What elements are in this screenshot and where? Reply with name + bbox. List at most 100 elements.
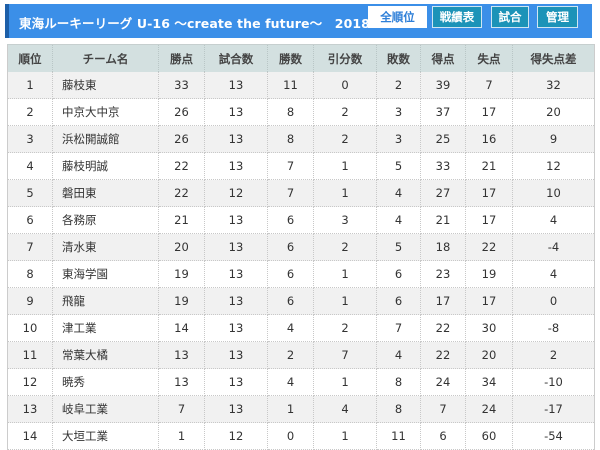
cell-goal-diff: 2 — [512, 341, 595, 369]
cell-goal-diff: 10 — [512, 179, 595, 207]
col-goal-diff: 得失点差 — [512, 44, 595, 72]
table-row: 14 大垣工業 1 12 0 1 11 6 60 -54 — [7, 422, 595, 450]
cell-rank: 9 — [7, 287, 53, 315]
cell-draws: 1 — [313, 422, 377, 450]
table-row: 12 暁秀 13 13 4 1 8 24 34 -10 — [7, 368, 595, 396]
cell-rank: 10 — [7, 314, 53, 342]
table-row: 9 飛龍 19 13 6 1 6 17 17 0 — [7, 287, 595, 315]
cell-points: 22 — [158, 179, 205, 207]
cell-points: 13 — [158, 341, 205, 369]
cell-team-name: 飛龍 — [52, 287, 159, 315]
table-row: 5 磐田東 22 12 7 1 4 27 17 10 — [7, 179, 595, 207]
table-row: 3 浜松開誠館 26 13 8 2 3 25 16 9 — [7, 125, 595, 153]
col-wins: 勝数 — [267, 44, 314, 72]
cell-losses: 4 — [376, 341, 421, 369]
nav-matches-button[interactable]: 試合 — [491, 6, 529, 28]
cell-games: 13 — [204, 206, 268, 234]
cell-goals-against: 22 — [465, 233, 513, 261]
cell-games: 12 — [204, 179, 268, 207]
col-points: 勝点 — [158, 44, 205, 72]
cell-goal-diff: 4 — [512, 206, 595, 234]
cell-goals-against: 60 — [465, 422, 513, 450]
table-row: 1 藤枝東 33 13 11 0 2 39 7 32 — [7, 72, 595, 99]
cell-draws: 1 — [313, 368, 377, 396]
cell-team-name: 暁秀 — [52, 368, 159, 396]
cell-rank: 2 — [7, 98, 53, 126]
cell-team-name: 大垣工業 — [52, 422, 159, 450]
cell-points: 1 — [158, 422, 205, 450]
cell-goals-for: 21 — [420, 206, 466, 234]
cell-goals-against: 17 — [465, 179, 513, 207]
cell-team-name: 東海学園 — [52, 260, 159, 288]
cell-goals-for: 37 — [420, 98, 466, 126]
cell-wins: 11 — [267, 72, 314, 99]
cell-team-name: 浜松開誠館 — [52, 125, 159, 153]
cell-draws: 1 — [313, 287, 377, 315]
cell-goals-against: 19 — [465, 260, 513, 288]
cell-goals-for: 22 — [420, 341, 466, 369]
table-row: 6 各務原 21 13 6 3 4 21 17 4 — [7, 206, 595, 234]
cell-points: 13 — [158, 368, 205, 396]
table-row: 8 東海学園 19 13 6 1 6 23 19 4 — [7, 260, 595, 288]
cell-goal-diff: 4 — [512, 260, 595, 288]
cell-draws: 2 — [313, 233, 377, 261]
table-row: 7 清水東 20 13 6 2 5 18 22 -4 — [7, 233, 595, 261]
cell-goals-against: 24 — [465, 395, 513, 423]
table-row: 10 津工業 14 13 4 2 7 22 30 -8 — [7, 314, 595, 342]
cell-rank: 14 — [7, 422, 53, 450]
cell-games: 13 — [204, 233, 268, 261]
cell-rank: 6 — [7, 206, 53, 234]
cell-wins: 7 — [267, 179, 314, 207]
nav-admin-button[interactable]: 管理 — [537, 6, 578, 28]
cell-rank: 8 — [7, 260, 53, 288]
cell-goals-against: 17 — [465, 98, 513, 126]
cell-team-name: 磐田東 — [52, 179, 159, 207]
cell-games: 13 — [204, 368, 268, 396]
table-row: 11 常葉大橘 13 13 2 7 4 22 20 2 — [7, 341, 595, 369]
cell-points: 19 — [158, 260, 205, 288]
cell-wins: 1 — [267, 395, 314, 423]
cell-goals-for: 33 — [420, 152, 466, 180]
cell-games: 13 — [204, 72, 268, 99]
cell-goals-against: 30 — [465, 314, 513, 342]
cell-goals-for: 25 — [420, 125, 466, 153]
cell-wins: 2 — [267, 341, 314, 369]
cell-goal-diff: -54 — [512, 422, 595, 450]
cell-goal-diff: 20 — [512, 98, 595, 126]
cell-draws: 2 — [313, 98, 377, 126]
cell-draws: 7 — [313, 341, 377, 369]
cell-draws: 1 — [313, 152, 377, 180]
cell-games: 12 — [204, 422, 268, 450]
col-games: 試合数 — [204, 44, 268, 72]
cell-losses: 11 — [376, 422, 421, 450]
col-goals-for: 得点 — [420, 44, 466, 72]
cell-wins: 7 — [267, 152, 314, 180]
cell-draws: 2 — [313, 314, 377, 342]
cell-goals-against: 34 — [465, 368, 513, 396]
cell-goal-diff: -4 — [512, 233, 595, 261]
cell-wins: 8 — [267, 98, 314, 126]
cell-draws: 0 — [313, 72, 377, 99]
nav-results-table-button[interactable]: 戦績表 — [432, 6, 482, 28]
cell-goal-diff: -10 — [512, 368, 595, 396]
cell-team-name: 藤枝東 — [52, 72, 159, 99]
cell-goals-against: 17 — [465, 287, 513, 315]
cell-rank: 11 — [7, 341, 53, 369]
cell-games: 13 — [204, 287, 268, 315]
cell-games: 13 — [204, 152, 268, 180]
cell-team-name: 津工業 — [52, 314, 159, 342]
cell-goal-diff: 0 — [512, 287, 595, 315]
cell-wins: 6 — [267, 260, 314, 288]
standings-table: 順位 チーム名 勝点 試合数 勝数 引分数 敗数 得点 失点 得失点差 1 藤枝東… — [7, 44, 595, 450]
cell-losses: 8 — [376, 368, 421, 396]
cell-rank: 12 — [7, 368, 53, 396]
cell-goals-against: 7 — [465, 72, 513, 99]
cell-points: 26 — [158, 125, 205, 153]
cell-goals-against: 20 — [465, 341, 513, 369]
cell-points: 21 — [158, 206, 205, 234]
nav-all-standings-button[interactable]: 全順位 — [368, 6, 427, 28]
cell-games: 13 — [204, 395, 268, 423]
cell-games: 13 — [204, 98, 268, 126]
col-team-name: チーム名 — [52, 44, 159, 72]
cell-team-name: 常葉大橘 — [52, 341, 159, 369]
